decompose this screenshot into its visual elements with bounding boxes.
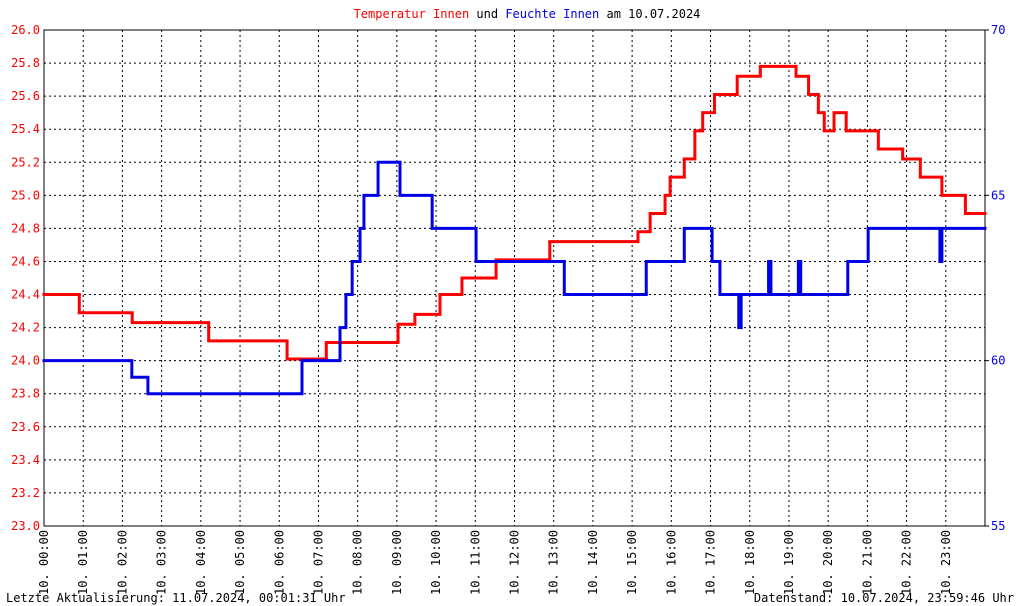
chart-title: Temperatur Innen und Feuchte Innen am 10…	[354, 7, 701, 21]
title-series-2: Feuchte Innen	[505, 7, 599, 21]
y-tick-label: 23.6	[11, 420, 40, 434]
y-tick-label: 24.2	[11, 321, 40, 335]
x-tick-label: 10. 15:00	[625, 530, 639, 595]
x-tick-label: 10. 21:00	[860, 530, 874, 595]
x-tick-label: 10. 12:00	[508, 530, 522, 595]
x-tick-label: 10. 01:00	[76, 530, 90, 595]
y-tick-label: 23.0	[11, 519, 40, 533]
x-tick-label: 10. 03:00	[155, 530, 169, 595]
y-tick-label: 23.8	[11, 387, 40, 401]
x-tick-label: 10. 23:00	[939, 530, 953, 595]
x-tick-label: 10. 13:00	[547, 530, 561, 595]
plot-border	[43, 29, 986, 527]
title-date: am 10.07.2024	[606, 7, 700, 21]
y-tick-label: 25.6	[11, 89, 40, 103]
y-tick-label: 25.0	[11, 188, 40, 202]
x-tick-label: 10. 22:00	[900, 530, 914, 595]
y-tick-label: 23.4	[11, 453, 40, 467]
y2-tick-label: 60	[991, 354, 1005, 368]
footer-right: Datenstand: 10.07.2024, 23:59:46 Uhr	[754, 591, 1014, 605]
footer-left: Letzte Aktualisierung: 11.07.2024, 00:01…	[6, 591, 346, 605]
x-tick-label: 10. 00:00	[37, 530, 51, 595]
y-tick-label: 24.0	[11, 354, 40, 368]
x-tick-label: 10. 04:00	[194, 530, 208, 595]
x-tick-label: 10. 08:00	[351, 530, 365, 595]
y2-tick-label: 65	[991, 188, 1005, 202]
y-tick-label: 24.8	[11, 221, 40, 235]
x-tick-label: 10. 20:00	[821, 530, 835, 595]
x-tick-label: 10. 14:00	[586, 530, 600, 595]
x-tick-label: 10. 06:00	[272, 530, 286, 595]
title-joiner: und	[476, 7, 498, 21]
y-tick-label: 26.0	[11, 23, 40, 37]
y-tick-label: 24.6	[11, 254, 40, 268]
x-tick-label: 10. 09:00	[390, 530, 404, 595]
x-tick-label: 10. 19:00	[782, 530, 796, 595]
x-tick-label: 10. 16:00	[664, 530, 678, 595]
x-tick-label: 10. 11:00	[468, 530, 482, 595]
x-tick-label: 10. 10:00	[429, 530, 443, 595]
y-tick-label: 25.8	[11, 56, 40, 70]
y-tick-label: 25.4	[11, 122, 40, 136]
x-tick-label: 10. 05:00	[233, 530, 247, 595]
y-tick-label: 24.4	[11, 288, 40, 302]
plot: 23.0 23.2 23.4 23.6 23.8 24.0 24.2 24.4 24.6 24.8…	[11, 23, 1005, 595]
x-tick-label: 10. 02:00	[115, 530, 129, 595]
title-series-1: Temperatur Innen	[354, 7, 470, 21]
y-tick-label: 25.2	[11, 155, 40, 169]
x-tick-label: 10. 17:00	[704, 530, 718, 595]
y2-tick-label: 55	[991, 519, 1005, 533]
y2-tick-label: 70	[991, 23, 1005, 37]
y-tick-label: 23.2	[11, 486, 40, 500]
x-tick-label: 10. 18:00	[743, 530, 757, 595]
x-tick-label: 10. 07:00	[311, 530, 325, 595]
